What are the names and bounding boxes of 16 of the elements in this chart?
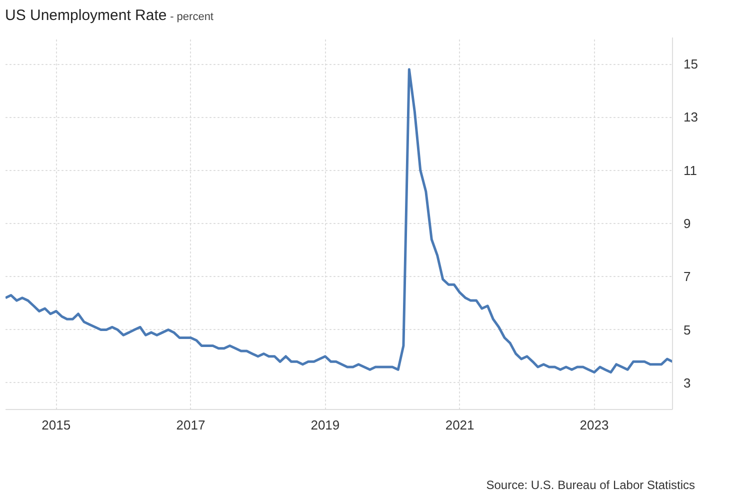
x-tick-label: 2019 <box>310 418 340 432</box>
y-tick-label: 13 <box>684 110 698 125</box>
source-note: Source: U.S. Bureau of Labor Statistics <box>485 477 695 494</box>
y-tick-label: 5 <box>684 322 691 338</box>
y-tick-label: 15 <box>684 56 698 72</box>
x-tick-label: 2023 <box>580 418 609 432</box>
chart-subtitle: - percent <box>170 11 214 23</box>
y-tick-label: 9 <box>684 216 691 231</box>
x-tick-label: 2015 <box>42 418 71 432</box>
x-tick-label: 2017 <box>176 418 206 432</box>
y-tick-label: 7 <box>684 269 691 284</box>
y-tick-label: 11 <box>684 162 697 178</box>
y-tick-label: 3 <box>684 375 691 390</box>
x-tick-label: 2021 <box>445 418 474 432</box>
chart-title: US Unemployment Rate <box>5 7 167 24</box>
line-series <box>6 68 672 374</box>
